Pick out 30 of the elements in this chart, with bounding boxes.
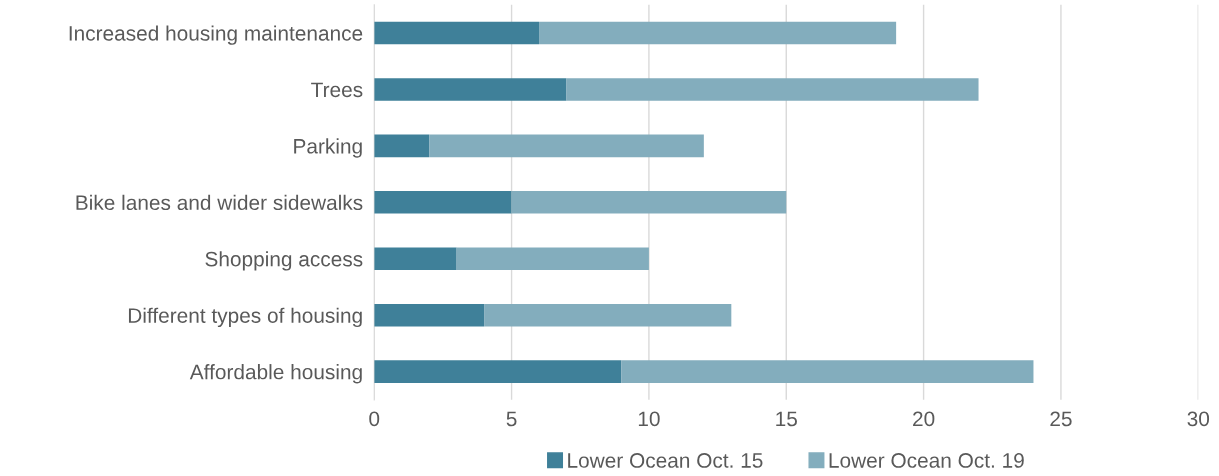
bar bbox=[566, 78, 979, 101]
x-tick-label: 15 bbox=[776, 411, 797, 427]
y-tick-label: Shopping access bbox=[205, 251, 363, 271]
legend-label: Lower Ocean Oct. 15 bbox=[568, 453, 763, 468]
bar bbox=[374, 360, 622, 383]
x-tick-label: 25 bbox=[1050, 411, 1072, 427]
y-tick-label: Parking bbox=[294, 138, 362, 158]
bar bbox=[484, 303, 732, 327]
bar bbox=[374, 303, 485, 327]
bar bbox=[539, 21, 897, 45]
y-tick-label: Trees bbox=[311, 82, 363, 98]
bar bbox=[511, 191, 787, 214]
x-tick-label: 10 bbox=[638, 411, 660, 427]
bar bbox=[374, 21, 540, 45]
bar bbox=[429, 134, 704, 158]
y-tick-label: Bike lanes and wider sidewalks bbox=[76, 194, 363, 211]
y-tick-label: Affordable housing bbox=[189, 364, 362, 384]
y-tick-label: Different types of housing bbox=[128, 307, 362, 328]
bar bbox=[374, 134, 430, 158]
bar bbox=[374, 78, 567, 101]
bar bbox=[456, 247, 649, 271]
bar bbox=[621, 360, 1034, 383]
x-tick-label: 5 bbox=[506, 411, 517, 427]
legend-label: Lower Ocean Oct. 19 bbox=[829, 453, 1024, 468]
x-tick-label: 0 bbox=[369, 411, 380, 427]
bar bbox=[374, 247, 457, 271]
y-tick-label: Increased housing maintenance bbox=[69, 25, 363, 45]
x-tick-label: 20 bbox=[913, 411, 935, 427]
x-tick-label: 30 bbox=[1187, 411, 1210, 427]
bar bbox=[374, 191, 512, 214]
